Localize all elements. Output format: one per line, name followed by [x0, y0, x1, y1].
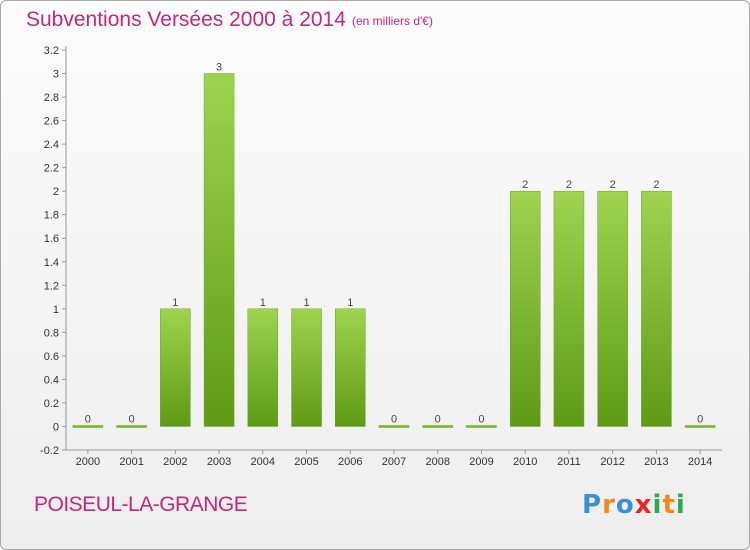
x-tick-label: 2004 — [251, 456, 275, 468]
x-tick-label: 2002 — [163, 456, 187, 468]
bar-value-label: 2 — [566, 179, 572, 191]
y-tick-label: 2.4 — [44, 139, 59, 151]
y-tick-label: 1.4 — [44, 257, 59, 269]
bar — [335, 308, 366, 427]
bar-value-label: 3 — [216, 62, 222, 74]
y-tick-label: 0.8 — [44, 327, 59, 339]
logo-letter: o — [615, 490, 635, 520]
x-tick-label: 2013 — [644, 456, 668, 468]
x-tick-label: 2000 — [76, 456, 100, 468]
x-tick-label: 2008 — [425, 456, 449, 468]
x-tick-label: 2014 — [688, 456, 712, 468]
bar-value-label: 0 — [697, 413, 703, 425]
y-tick-label: 2.2 — [44, 163, 59, 175]
y-tick-label: 1.6 — [44, 233, 59, 245]
x-tick-label: 2010 — [513, 456, 537, 468]
bar — [291, 308, 322, 427]
bar-value-label: 0 — [391, 413, 397, 425]
bar — [466, 425, 497, 428]
y-tick-label: 0.2 — [44, 398, 59, 410]
y-tick-label: 0.4 — [44, 374, 59, 386]
bar — [116, 425, 147, 428]
bar-value-label: 2 — [610, 179, 616, 191]
x-tick-label: 2001 — [119, 456, 143, 468]
bar-value-label: 0 — [478, 413, 484, 425]
logo-letter: i — [652, 490, 663, 520]
x-tick-label: 2007 — [382, 456, 406, 468]
bar-value-label: 0 — [129, 413, 135, 425]
bar — [553, 190, 585, 427]
bar — [72, 425, 104, 428]
bar-value-label: 1 — [260, 297, 266, 309]
y-tick-label: 3 — [53, 69, 59, 81]
bar — [247, 308, 279, 427]
y-tick-label: 0.6 — [44, 351, 59, 363]
bar-value-label: 0 — [85, 413, 91, 425]
logo-letter: x — [634, 490, 653, 520]
logo-letter: t — [662, 490, 676, 520]
x-tick-label: 2003 — [207, 456, 231, 468]
y-tick-label: 1.8 — [44, 210, 59, 222]
logo-letter: r — [602, 490, 616, 520]
chart-title: Subventions Versées 2000 à 2014 — [26, 8, 346, 31]
bar-value-label: 2 — [653, 179, 659, 191]
x-tick-label: 2006 — [338, 456, 362, 468]
y-tick-label: 2.8 — [44, 92, 59, 104]
bar — [160, 308, 191, 427]
proxiti-logo: Proxiti — [582, 490, 686, 520]
bar — [422, 425, 453, 428]
logo-letter: i — [675, 490, 686, 520]
bar — [203, 73, 235, 427]
logo-letter: P — [582, 490, 603, 520]
chart-subtitle: (en milliers d'€) — [352, 14, 433, 28]
bar-value-label: 1 — [172, 297, 178, 309]
y-tick-label: 2 — [53, 186, 59, 198]
y-tick-label: -0.2 — [40, 445, 59, 457]
bar-value-label: 1 — [303, 297, 309, 309]
y-tick-label: 3.2 — [44, 45, 59, 57]
bar-value-label: 0 — [435, 413, 441, 425]
bar — [509, 190, 541, 427]
y-tick-label: 0 — [53, 421, 59, 433]
x-tick-label: 2012 — [600, 456, 624, 468]
y-tick-label: 1 — [53, 304, 59, 316]
x-tick-label: 2005 — [294, 456, 318, 468]
commune-name: POISEUL-LA-GRANGE — [34, 493, 248, 516]
chart-axes: -0.2 0 0.2 0.4 0.6 0.8 1 1.2 1.4 1.6 1.8 2 2.2 2.4 2.6… — [40, 45, 722, 457]
chart-bars — [72, 73, 716, 428]
y-tick-label: 1.2 — [44, 280, 59, 292]
x-tick-label: 2009 — [469, 456, 493, 468]
x-tick-label: 2011 — [557, 456, 581, 468]
chart-labels: 2000020010200212003320041200512006120070… — [76, 62, 713, 468]
y-tick-label: 2.6 — [44, 116, 59, 128]
bar — [641, 190, 672, 427]
bar — [684, 425, 716, 428]
bar-value-label: 2 — [522, 179, 528, 191]
bar — [597, 190, 628, 427]
bar — [378, 425, 410, 428]
bar-value-label: 1 — [347, 297, 353, 309]
